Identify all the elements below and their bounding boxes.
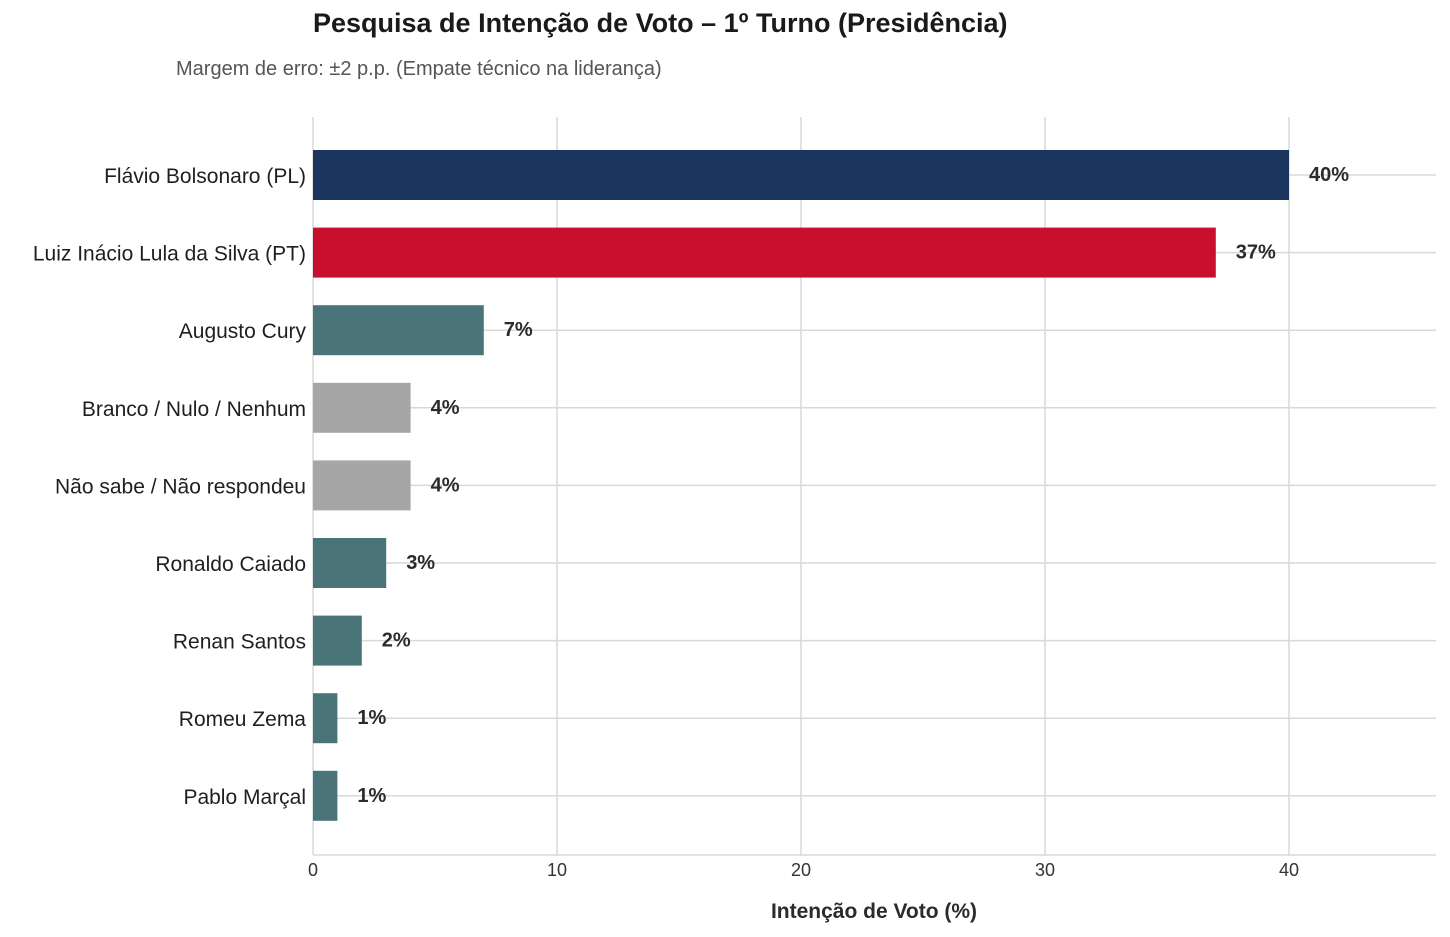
category-label: Romeu Zema — [179, 708, 307, 731]
data-label: 4% — [431, 397, 460, 419]
category-labels: Flávio Bolsonaro (PL) Luiz Inácio Lula da… — [33, 165, 307, 809]
bar — [313, 538, 387, 588]
bar — [313, 150, 1289, 200]
data-label: 7% — [504, 319, 533, 341]
x-tick-label: 0 — [308, 860, 318, 880]
category-label: Flávio Bolsonaro (PL) — [104, 165, 306, 188]
chart-subtitle: Margem de erro: ±2 p.p. (Empate técnico … — [176, 58, 662, 80]
category-label: Não sabe / Não respondeu — [55, 475, 306, 498]
category-label: Pablo Marçal — [183, 786, 306, 809]
category-label: Branco / Nulo / Nenhum — [82, 398, 306, 421]
data-label: 1% — [357, 785, 386, 807]
category-label: Renan Santos — [173, 631, 306, 654]
x-tick-label: 20 — [791, 860, 811, 880]
category-label: Ronaldo Caiado — [155, 553, 306, 576]
x-tick-label: 30 — [1035, 860, 1055, 880]
bar — [313, 770, 338, 821]
bar — [313, 305, 484, 356]
data-label: 40% — [1309, 164, 1349, 186]
bar — [313, 693, 338, 744]
data-label: 37% — [1236, 242, 1276, 264]
x-tick-labels: 0 10 20 30 40 — [308, 860, 1299, 880]
category-label: Augusto Cury — [179, 320, 307, 343]
bar — [313, 382, 411, 433]
data-label: 1% — [357, 707, 386, 729]
bars — [313, 150, 1289, 821]
category-label: Luiz Inácio Lula da Silva (PT) — [33, 243, 306, 266]
x-axis-title: Intenção de Voto (%) — [771, 900, 977, 923]
data-labels: 40% 37% 7% 4% 4% 3% 2% 1% 1% — [357, 164, 1349, 807]
x-tick-label: 10 — [547, 860, 567, 880]
data-label: 4% — [431, 474, 460, 496]
data-label: 3% — [406, 552, 435, 574]
x-tick-label: 40 — [1279, 860, 1299, 880]
bar — [313, 227, 1216, 278]
bar — [313, 460, 411, 511]
bar — [313, 615, 362, 666]
data-label: 2% — [382, 630, 411, 652]
chart-title: Pesquisa de Intenção de Voto – 1º Turno … — [313, 8, 1008, 38]
